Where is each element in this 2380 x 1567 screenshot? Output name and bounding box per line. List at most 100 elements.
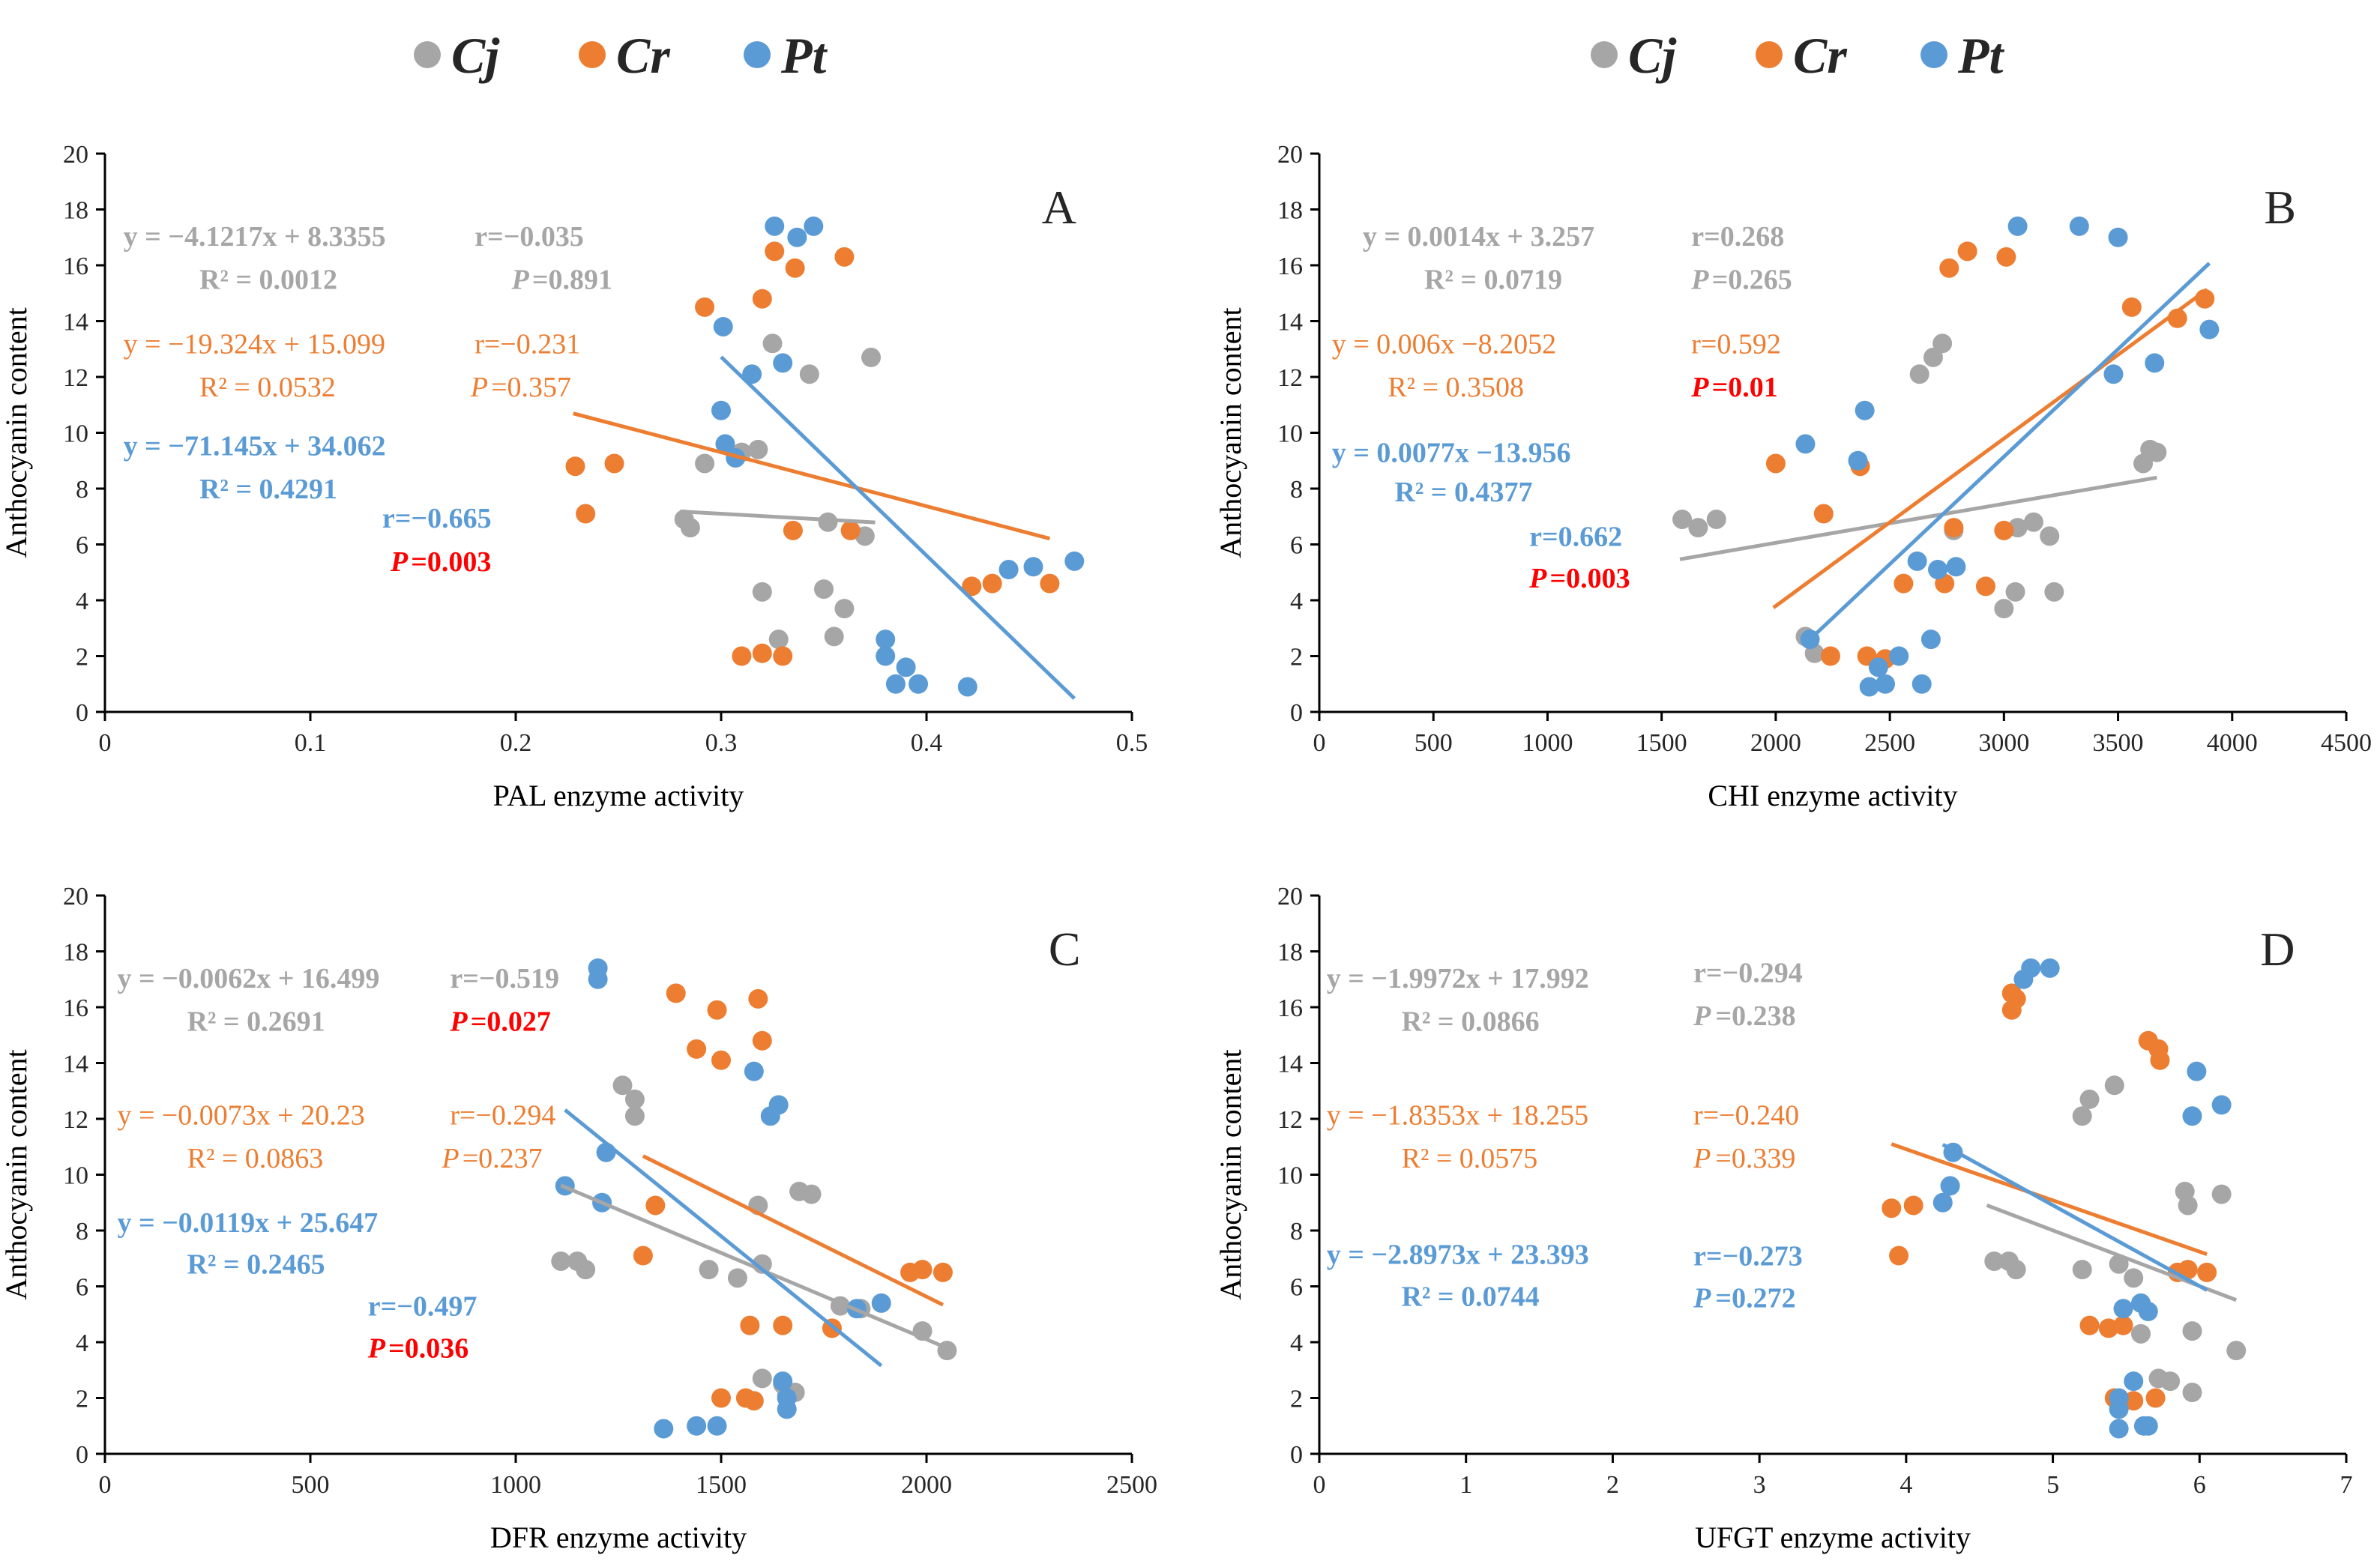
data-point-cj <box>2182 1321 2202 1341</box>
annotation-b: y = 0.0077x −13.956 <box>1332 438 1571 469</box>
y-tick-label-b: 2 <box>1290 644 1303 671</box>
y-tick-label-b: 6 <box>1290 532 1303 560</box>
data-point-cj <box>2104 1075 2124 1096</box>
legend-marker-cr <box>579 41 606 68</box>
annotation-a: P <box>470 372 488 403</box>
data-point-cj <box>624 1106 645 1126</box>
y-tick-label-b: 14 <box>1277 309 1303 336</box>
data-point-cr <box>2124 1391 2144 1411</box>
y-tick-label-b: 16 <box>1277 253 1303 280</box>
y-tick-label-d: 2 <box>1290 1386 1303 1413</box>
annotation-c: r=−0.497 <box>368 1291 477 1323</box>
legend-label-pt: Pt <box>1957 27 2005 84</box>
annotation-d: =0.238 <box>1715 1000 1795 1032</box>
data-point-cr <box>773 1315 793 1335</box>
x-axis-label-d: UFGT enzyme activity <box>1695 1521 1971 1554</box>
trend-line-cj <box>680 509 876 525</box>
y-tick-label-c: 10 <box>63 1162 88 1190</box>
legend-label-cj: Cj <box>451 27 500 84</box>
data-point-cj <box>2023 512 2043 532</box>
data-point-cj <box>727 1268 747 1288</box>
y-tick-label-c: 12 <box>63 1106 88 1134</box>
data-point-cj <box>695 453 715 474</box>
x-tick-label-c: 500 <box>292 1471 330 1499</box>
data-point-cr <box>2079 1315 2100 1335</box>
data-point-cj <box>814 579 834 600</box>
data-point-cj <box>762 333 783 354</box>
data-point-pt <box>1946 557 1966 577</box>
data-point-cj <box>2131 1323 2151 1344</box>
data-point-cr <box>752 643 772 663</box>
x-tick-label-c: 0 <box>99 1471 112 1499</box>
y-tick-label-d: 8 <box>1290 1218 1303 1246</box>
data-point-cj <box>799 364 819 384</box>
data-point-cr <box>912 1260 933 1280</box>
x-tick-label-d: 6 <box>2193 1471 2206 1499</box>
data-point-cr <box>565 456 585 477</box>
data-point-cj <box>1932 333 1953 354</box>
y-tick-label-c: 20 <box>63 883 88 911</box>
data-point-cj <box>2079 1089 2100 1109</box>
annotation-d: R² = 0.0744 <box>1402 1281 1540 1313</box>
data-point-pt <box>744 1061 764 1081</box>
annotation-d: y = −2.8973x + 23.393 <box>1327 1240 1589 1271</box>
data-point-cr <box>2197 1262 2217 1282</box>
trend-line-cr <box>573 411 1051 541</box>
x-tick-label-c: 2500 <box>1106 1471 1157 1499</box>
data-point-cj <box>551 1251 571 1271</box>
panel-a: 0 2 4 6 8 10 12 14 16 18 20 0 0.1 0.2 0.3 0.4 0.5 PAL enz… <box>0 141 1148 812</box>
x-tick-label-a: 0.3 <box>705 729 738 757</box>
x-tick-label-b: 3500 <box>2093 729 2144 757</box>
data-point-cr <box>1040 573 1060 594</box>
annotation-a: P <box>511 265 530 296</box>
trend-line-cj <box>560 1183 948 1350</box>
data-point-cr <box>1882 1198 1902 1219</box>
data-point-pt <box>1911 674 1932 694</box>
data-point-cr <box>2121 297 2142 317</box>
panel-letter-d: D <box>2260 923 2295 976</box>
y-tick-label-b: 20 <box>1277 141 1303 169</box>
legend-marker-pt <box>744 41 771 68</box>
data-point-cr <box>773 646 793 666</box>
panel-letter-b: B <box>2264 181 2296 234</box>
data-point-cr <box>1813 504 1834 524</box>
data-point-cr <box>711 1388 731 1408</box>
data-point-cr <box>1944 518 1964 538</box>
legend-marker-cr <box>1756 41 1783 68</box>
annotation-a: =0.891 <box>532 265 612 296</box>
data-point-pt <box>2108 227 2128 247</box>
annotation-b: P <box>1690 265 1709 296</box>
data-point-pt <box>1932 1192 1953 1213</box>
x-tick-label-b: 4500 <box>2321 729 2372 757</box>
legend-label-cj: Cj <box>1628 27 1677 84</box>
trend-line-cr <box>1891 1142 2208 1256</box>
data-point-pt <box>1859 677 1879 697</box>
y-tick-label-c: 18 <box>63 939 88 967</box>
x-tick-label-b: 1500 <box>1636 729 1687 757</box>
y-tick-label-a: 16 <box>63 253 88 280</box>
annotation-c: R² = 0.2465 <box>187 1249 325 1281</box>
data-point-pt <box>2138 1302 2158 1322</box>
data-point-cr <box>765 241 785 262</box>
y-tick-label-d: 14 <box>1277 1051 1303 1078</box>
data-point-cr <box>2145 1388 2166 1408</box>
data-point-cj <box>612 1075 633 1096</box>
trend-line-pt <box>720 355 1076 700</box>
legend-label-cr: Cr <box>1793 27 1847 84</box>
annotation-c: R² = 0.0863 <box>187 1143 324 1174</box>
data-point-pt <box>2145 353 2165 373</box>
y-axis-label-d: Anthocyanin content <box>1214 1049 1247 1299</box>
data-point-cr <box>1996 247 2016 267</box>
data-point-cj <box>2178 1195 2198 1216</box>
data-point-cj <box>752 582 772 602</box>
y-tick-label-b: 8 <box>1290 476 1303 504</box>
y-tick-label-a: 20 <box>63 141 88 169</box>
data-point-pt <box>707 1416 727 1436</box>
x-tick-label-b: 2500 <box>1864 729 1915 757</box>
data-point-cr <box>666 983 686 1003</box>
annotation-a: y = −4.1217x + 8.3355 <box>124 221 386 253</box>
data-point-cr <box>1903 1195 1923 1216</box>
trend-line-pt <box>564 1108 883 1368</box>
x-tick-label-c: 1500 <box>696 1471 747 1499</box>
